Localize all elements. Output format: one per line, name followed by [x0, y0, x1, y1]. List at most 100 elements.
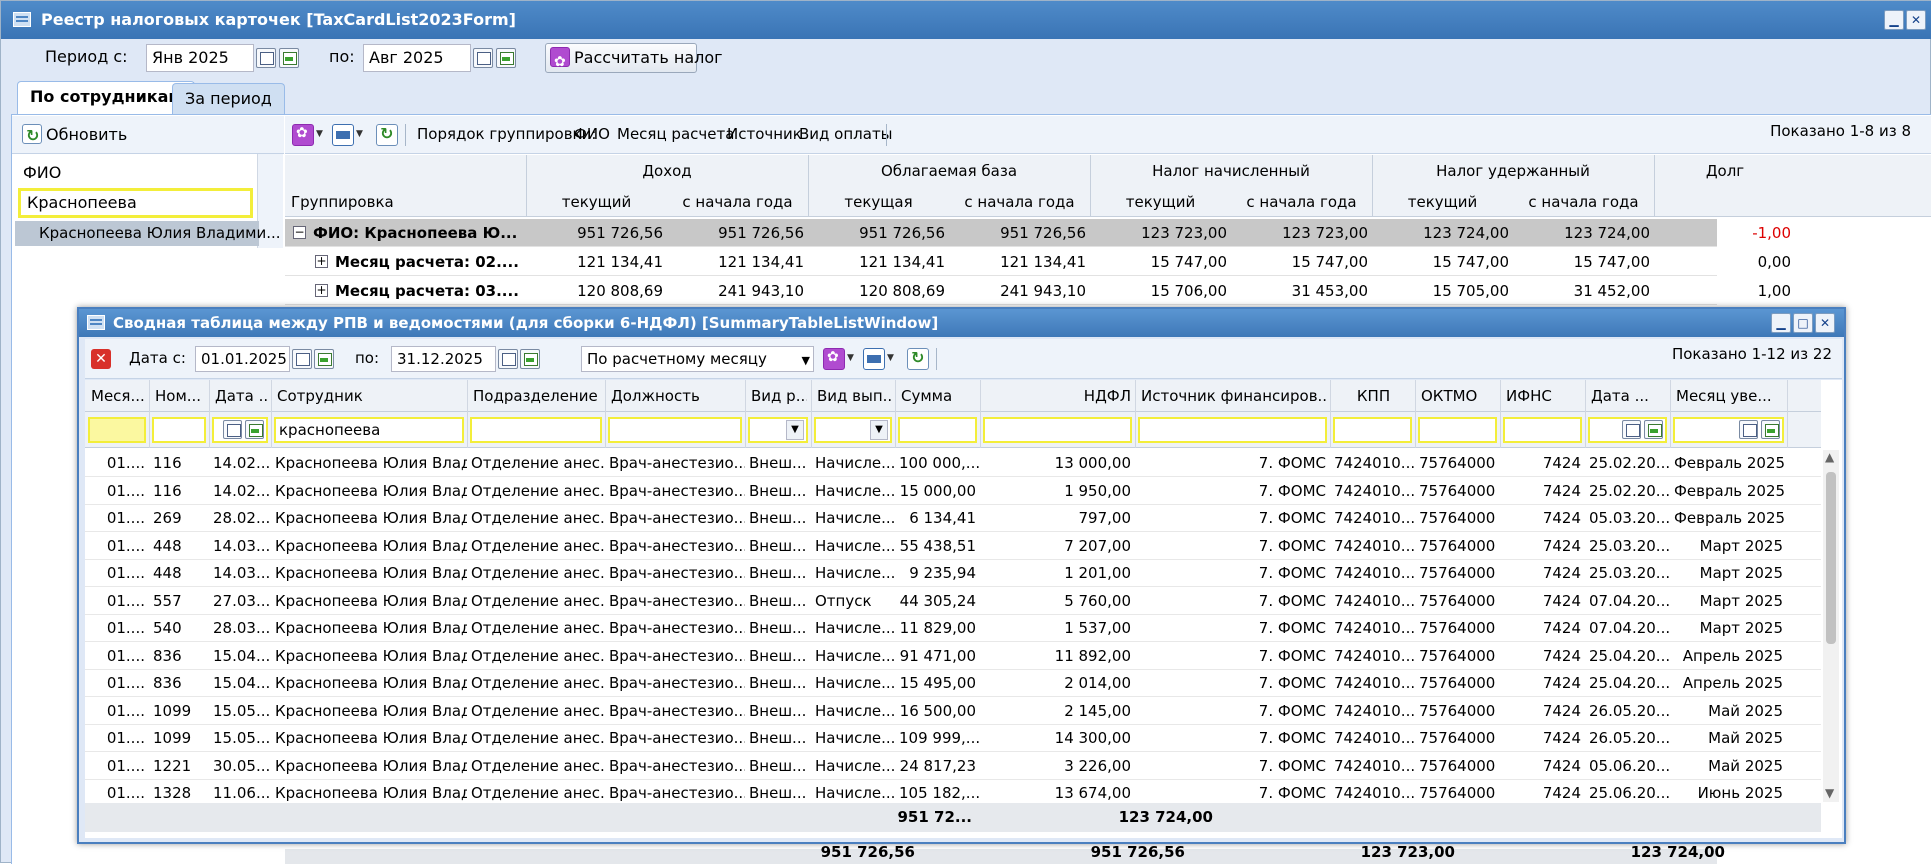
calendar-icon[interactable]	[292, 349, 312, 369]
column-filter[interactable]	[1588, 417, 1667, 443]
column-filter[interactable]	[88, 417, 146, 443]
summary-col-header[interactable]: ОКТМО	[1421, 387, 1478, 405]
summary-col-header[interactable]: НДФЛ	[1083, 387, 1131, 405]
column-filter[interactable]	[1673, 417, 1784, 443]
summary-table-row[interactable]: 01.... 1221 30.05.... Краснопеева Юлия Влад…	[85, 753, 1821, 780]
main-col-header[interactable]: с начала года	[1528, 193, 1639, 211]
summary-col-header[interactable]: Дата ...	[215, 387, 267, 405]
calendar-icon[interactable]	[223, 420, 242, 439]
expand-toggle-icon[interactable]: −	[293, 225, 306, 239]
close-icon[interactable]: ✕	[1815, 313, 1835, 333]
summary-col-header[interactable]: Ном...	[155, 387, 202, 405]
date-from-field[interactable]: 01.01.2025	[195, 346, 290, 372]
settings-icon[interactable]	[292, 124, 314, 146]
chevron-down-icon[interactable]: ▼	[316, 129, 323, 139]
expand-toggle-icon[interactable]: +	[315, 254, 328, 268]
grouping-item-source[interactable]: Источник	[727, 125, 802, 143]
column-filter[interactable]	[470, 417, 602, 443]
column-filter[interactable]	[898, 417, 977, 443]
grouping-item-payment[interactable]: Вид оплаты	[799, 125, 893, 143]
main-col-header[interactable]: текущий	[561, 193, 632, 211]
settings-icon[interactable]	[823, 348, 845, 370]
print-icon[interactable]	[863, 348, 885, 370]
scroll-down-icon[interactable]: ▼	[1825, 786, 1835, 800]
summary-table-row[interactable]: 01.... 269 28.02.... Краснопеева Юлия Влад.…	[85, 505, 1821, 532]
refresh-icon[interactable]	[907, 348, 929, 370]
clear-date-icon[interactable]	[1644, 420, 1663, 439]
summary-table-row[interactable]: 01.... 448 14.03.... Краснопеева Юлия Влад.…	[85, 533, 1821, 560]
summary-col-header[interactable]: Подразделение	[473, 387, 598, 405]
main-grid-row[interactable]: + Месяц расчета: 02.... 121 134,41 121 134,…	[285, 248, 1791, 276]
clear-date-icon[interactable]	[279, 48, 299, 68]
maximize-icon[interactable]: □	[1793, 313, 1813, 333]
clear-date-icon[interactable]	[1761, 420, 1780, 439]
column-filter[interactable]	[1503, 417, 1582, 443]
summary-table-row[interactable]: 01.... 448 14.03.... Краснопеева Юлия Влад.…	[85, 560, 1821, 587]
chevron-down-icon[interactable]: ▼	[847, 353, 854, 363]
summary-table-row[interactable]: 01.... 557 27.03.... Краснопеева Юлия Влад.…	[85, 588, 1821, 615]
main-col-header[interactable]: с начала года	[964, 193, 1075, 211]
column-filter[interactable]	[152, 417, 206, 443]
clear-date-icon[interactable]	[314, 349, 334, 369]
minimize-icon[interactable]: ▁	[1884, 10, 1904, 30]
summary-table-row[interactable]: 01.... 116 14.02.... Краснопеева Юлия Влад.…	[85, 478, 1821, 505]
scrollbar-thumb[interactable]	[1826, 472, 1836, 644]
print-icon[interactable]	[332, 124, 354, 146]
chevron-down-icon[interactable]: ▼	[801, 354, 810, 367]
vertical-scrollbar[interactable]: ▲ ▼	[1823, 450, 1839, 802]
chevron-down-icon[interactable]: ▼	[786, 420, 804, 440]
main-grid-row[interactable]: + Месяц расчета: 03.... 120 808,69 241 943,…	[285, 277, 1791, 305]
summary-table-row[interactable]: 01.... 1099 15.05.... Краснопеева Юлия Влад…	[85, 725, 1821, 752]
refresh-icon[interactable]	[376, 124, 398, 146]
calendar-icon[interactable]	[473, 48, 493, 68]
column-filter[interactable]	[1418, 417, 1497, 443]
clear-date-icon[interactable]	[520, 349, 540, 369]
summary-table-row[interactable]: 01.... 1099 15.05.... Краснопеева Юлия Влад…	[85, 698, 1821, 725]
column-filter[interactable]	[608, 417, 742, 443]
summary-table-row[interactable]: 01.... 836 15.04.... Краснопеева Юлия Влад.…	[85, 643, 1821, 670]
refresh-button[interactable]: Обновить	[20, 123, 127, 148]
main-col-grouping[interactable]: Группировка	[291, 193, 394, 211]
summary-col-header[interactable]: Сумма	[901, 387, 953, 405]
fio-search-input[interactable]: Краснопеева	[18, 188, 253, 218]
chevron-down-icon[interactable]: ▼	[356, 129, 363, 139]
tab-for-period[interactable]: За период	[172, 83, 285, 115]
summary-col-header[interactable]: Источник финансиров...	[1141, 387, 1326, 405]
calculate-tax-button[interactable]: Рассчитать налог	[545, 43, 723, 76]
calendar-icon[interactable]	[498, 349, 518, 369]
summary-col-header[interactable]: Вид р...	[751, 387, 807, 405]
summary-col-header[interactable]: Дата ...	[1591, 387, 1649, 405]
tab-by-employees[interactable]: По сотрудникам	[17, 81, 195, 115]
grouping-item-fio[interactable]: ФИО	[574, 125, 610, 143]
summary-col-header[interactable]: КПП	[1356, 387, 1391, 405]
column-filter[interactable]: ▼	[814, 417, 892, 443]
summary-col-header[interactable]: ИФНС	[1506, 387, 1552, 405]
column-filter[interactable]: краснопеева	[274, 417, 464, 443]
clear-date-icon[interactable]	[496, 48, 516, 68]
summary-table-row[interactable]: 01.... 1328 11.06.... Краснопеева Юлия Влад…	[85, 780, 1821, 807]
close-icon[interactable]: ✕	[1906, 10, 1926, 30]
column-filter[interactable]	[983, 417, 1132, 443]
column-filter[interactable]	[212, 417, 268, 443]
expand-toggle-icon[interactable]: +	[315, 283, 328, 297]
main-col-header[interactable]: текущий	[1407, 193, 1478, 211]
calendar-icon[interactable]	[1622, 420, 1641, 439]
summary-table-row[interactable]: 01.... 116 14.02.... Краснопеева Юлия Влад.…	[85, 450, 1821, 477]
calendar-icon[interactable]	[256, 48, 276, 68]
main-col-header[interactable]: с начала года	[1246, 193, 1357, 211]
summary-col-header[interactable]: Сотрудник	[277, 387, 363, 405]
date-to-field[interactable]: 31.12.2025	[391, 346, 496, 372]
chevron-down-icon[interactable]: ▼	[870, 420, 888, 440]
calendar-icon[interactable]	[1739, 420, 1758, 439]
column-filter[interactable]: ▼	[748, 417, 808, 443]
close-red-icon[interactable]: ✕	[91, 349, 111, 369]
summary-col-header[interactable]: Должность	[611, 387, 700, 405]
minimize-icon[interactable]: ▁	[1771, 313, 1791, 333]
summary-table-row[interactable]: 01.... 540 28.03.... Краснопеева Юлия Влад.…	[85, 615, 1821, 642]
main-col-header[interactable]: с начала года	[682, 193, 793, 211]
clear-date-icon[interactable]	[245, 420, 264, 439]
mode-select[interactable]: По расчетному месяцу ▼	[581, 346, 814, 372]
chevron-down-icon[interactable]: ▼	[887, 353, 894, 363]
period-from-field[interactable]: Янв 2025	[146, 44, 254, 72]
summary-col-header[interactable]: Вид вып...	[817, 387, 891, 405]
